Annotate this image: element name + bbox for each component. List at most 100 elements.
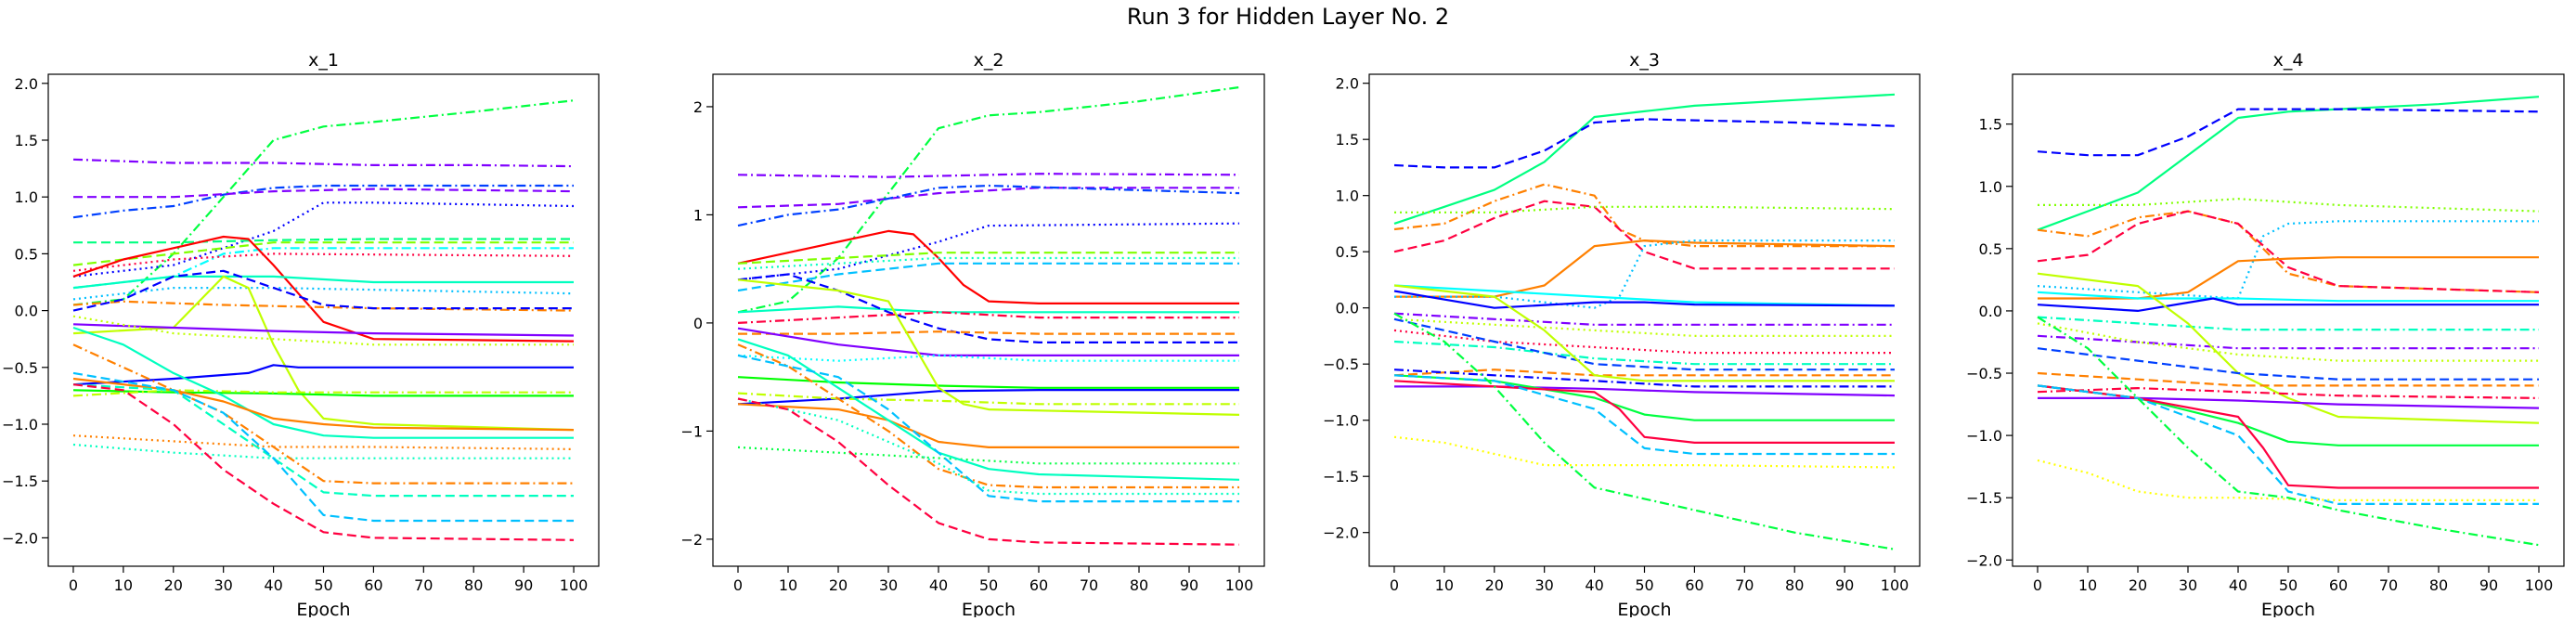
x-tick-label: 10 xyxy=(779,576,797,594)
x-tick-label: 90 xyxy=(2479,576,2498,594)
x-tick-label: 90 xyxy=(1180,576,1198,594)
x-axis-label: Epoch xyxy=(2261,600,2315,617)
y-tick-label: 1.5 xyxy=(1979,116,2002,134)
series-line-20 xyxy=(1393,374,1895,456)
chart-x2-svg: 0 10 20 30 40 50 60 70 80 90 100 −2 −1 0 1 2 x_2 Epoch xyxy=(680,50,1265,620)
x-tick-label: 70 xyxy=(1735,576,1754,594)
x-axis-label: Epoch xyxy=(296,600,350,617)
x-tick-label: 70 xyxy=(1080,576,1098,594)
y-tick-label: −1.0 xyxy=(1966,427,2002,445)
series-line-1 xyxy=(2037,108,2540,157)
x-tick-label: 20 xyxy=(2129,576,2147,594)
y-tick-label: −2.0 xyxy=(1966,551,2002,569)
x-tick-label: 70 xyxy=(2379,576,2398,594)
chart-title: x_4 xyxy=(2273,50,2304,71)
x-tick-label: 10 xyxy=(1435,576,1454,594)
series-line-2 xyxy=(72,184,574,219)
series-line-19 xyxy=(2037,384,2539,506)
series-line-23 xyxy=(72,443,574,459)
chart-x3-svg: 0 10 20 30 40 50 60 70 80 90 100 −2.0 −1.5 −1.0 −0.5 0.… xyxy=(1323,50,1921,620)
series-line-3 xyxy=(737,184,1240,227)
x-tick-label: 10 xyxy=(2078,576,2097,594)
series-line-8 xyxy=(1393,290,1896,309)
series-line-15 xyxy=(737,376,1239,389)
series-line-7 xyxy=(2037,291,2539,303)
series-group xyxy=(737,85,1240,546)
x-tick-label: 40 xyxy=(929,576,948,594)
series-line-14 xyxy=(2037,371,2539,387)
y-tick-label: −1 xyxy=(680,422,703,440)
y-tick-label: 1.0 xyxy=(1979,178,2002,196)
series-line-11 xyxy=(72,287,575,301)
series-line-25 xyxy=(72,383,574,498)
series-line-10 xyxy=(1393,317,1895,337)
y-tick-label: 1.5 xyxy=(15,132,38,149)
series-group xyxy=(72,99,575,541)
series-line-9 xyxy=(737,305,1239,314)
x-tick-label: 90 xyxy=(514,576,533,594)
x-tick-label: 80 xyxy=(1785,576,1804,594)
series-line-21 xyxy=(1393,435,1896,469)
x-tick-label: 60 xyxy=(1029,576,1048,594)
y-tick-label: −2 xyxy=(680,531,703,549)
x-tick-label: 70 xyxy=(414,576,433,594)
series-line-16 xyxy=(72,315,574,346)
series-line-25 xyxy=(737,397,1240,546)
series-line-10 xyxy=(72,275,574,290)
figure-suptitle: Run 3 for Hidden Layer No. 2 xyxy=(1126,4,1450,30)
series-line-4 xyxy=(2037,210,2540,293)
series-line-5 xyxy=(73,238,574,244)
chart-title: x_2 xyxy=(974,50,1004,71)
x-tick-label: 0 xyxy=(1390,576,1399,594)
y-tick-label: −1.5 xyxy=(2,472,38,490)
series-line-11 xyxy=(2037,322,2539,362)
series-line-26 xyxy=(72,371,574,523)
subplot-x3: 0 10 20 30 40 50 60 70 80 90 100 −2.0 −1.5 −1.0 −0.5 0.… xyxy=(1300,0,1949,620)
subplot-x4: 0 10 20 30 40 50 60 70 80 90 100 −2.0 −1.5 −1.0 −0.5 0.… xyxy=(1949,0,2576,620)
subplot-x2: 0 10 20 30 40 50 60 70 80 90 100 −2 −1 0 1 2 x_2 Epoch xyxy=(650,0,1300,620)
series-line-0 xyxy=(1393,93,1896,225)
x-tick-label: 60 xyxy=(2329,576,2348,594)
series-line-9 xyxy=(72,235,575,343)
series-line-6 xyxy=(1394,239,1895,309)
series-line-0 xyxy=(737,85,1240,314)
series-line-0 xyxy=(2037,96,2540,231)
series-line-3 xyxy=(1393,200,1895,270)
series-line-7 xyxy=(1393,284,1896,307)
x-tick-label: 40 xyxy=(264,576,282,594)
series-line-15 xyxy=(2037,387,2540,399)
x-tick-label: 30 xyxy=(879,576,898,594)
y-tick-label: −2.0 xyxy=(1323,524,1359,542)
x-tick-label: 80 xyxy=(464,576,483,594)
series-line-18 xyxy=(2037,384,2539,489)
x-tick-label: 100 xyxy=(2525,576,2554,594)
x-tick-label: 50 xyxy=(314,576,332,594)
series-line-24 xyxy=(72,343,574,485)
series-line-23 xyxy=(737,354,1239,503)
series-line-27 xyxy=(72,383,575,541)
series-line-15 xyxy=(72,323,575,337)
x-tick-label: 30 xyxy=(214,576,233,594)
y-tick-label: −2.0 xyxy=(2,529,38,547)
series-line-5 xyxy=(1394,239,1896,298)
y-tick-label: 0.0 xyxy=(15,303,38,320)
series-line-21 xyxy=(737,338,1240,481)
series-line-5 xyxy=(2037,220,2539,300)
x-tick-label: 60 xyxy=(1685,576,1703,594)
series-line-2 xyxy=(737,187,1239,209)
series-line-7 xyxy=(737,256,1239,270)
y-tick-label: 2 xyxy=(693,98,703,116)
series-line-1 xyxy=(737,173,1240,178)
series-line-14 xyxy=(737,354,1239,362)
x-tick-label: 0 xyxy=(2033,576,2042,594)
series-line-22 xyxy=(1393,312,1896,550)
series-line-1 xyxy=(1393,118,1896,169)
series-line-16 xyxy=(2038,396,2540,409)
x-tick-label: 90 xyxy=(1835,576,1854,594)
x-tick-label: 100 xyxy=(560,576,589,594)
x-tick-label: 80 xyxy=(1130,576,1148,594)
y-tick-label: −1.5 xyxy=(1966,489,2002,507)
series-line-15 xyxy=(1393,284,1895,382)
series-line-20 xyxy=(72,326,574,439)
chart-title: x_1 xyxy=(308,50,339,71)
